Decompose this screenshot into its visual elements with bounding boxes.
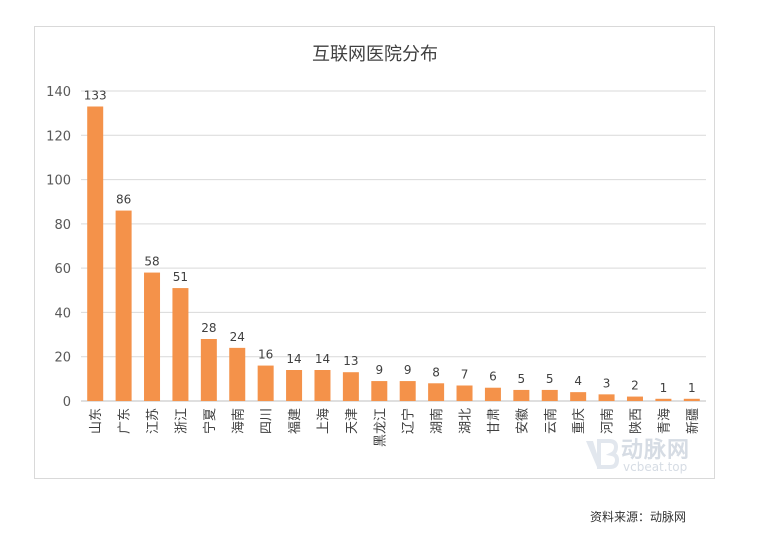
bar <box>655 398 672 401</box>
bar <box>144 272 161 401</box>
bar <box>172 288 189 401</box>
data-label: 8 <box>432 365 440 379</box>
data-label: 16 <box>258 348 273 362</box>
bar <box>626 396 643 401</box>
category-label: 甘肃 <box>487 408 502 434</box>
category-label: 广东 <box>118 408 133 434</box>
data-label: 5 <box>518 372 526 386</box>
bar <box>342 372 359 401</box>
y-tick-label: 0 <box>63 395 71 410</box>
data-label: 4 <box>574 374 582 388</box>
category-label: 湖南 <box>429 408 445 434</box>
category-label: 云南 <box>543 408 559 434</box>
category-label: 浙江 <box>174 408 189 434</box>
data-label: 14 <box>286 352 301 366</box>
data-label: 13 <box>343 354 358 368</box>
category-label: 陕西 <box>629 408 644 434</box>
bar <box>456 385 473 401</box>
bar <box>484 387 501 401</box>
data-label: 6 <box>489 370 497 384</box>
data-label: 7 <box>461 368 469 382</box>
category-label: 新疆 <box>685 408 701 434</box>
category-label: 福建 <box>288 408 303 434</box>
category-label: 安徽 <box>515 408 530 434</box>
data-label: 2 <box>631 379 639 393</box>
bar <box>286 370 303 401</box>
data-label: 9 <box>375 363 383 377</box>
data-label: 133 <box>84 89 107 103</box>
data-label: 1 <box>688 381 696 395</box>
category-label: 河南 <box>600 408 616 434</box>
bar <box>257 365 274 401</box>
category-label: 上海 <box>316 408 331 434</box>
category-label: 青海 <box>657 408 672 434</box>
chart-title: 互联网医院分布 <box>312 44 438 65</box>
chart-frame <box>34 26 715 479</box>
bar <box>200 339 217 401</box>
y-tick-label: 140 <box>46 85 71 100</box>
bar <box>399 381 416 401</box>
data-label: 24 <box>230 330 245 344</box>
bar <box>87 106 104 401</box>
y-tick-label: 20 <box>54 351 71 366</box>
category-label: 湖北 <box>459 408 474 434</box>
category-label: 宁夏 <box>202 408 218 434</box>
data-label: 28 <box>201 321 216 335</box>
y-tick-label: 80 <box>54 218 71 233</box>
y-tick-label: 60 <box>54 262 71 277</box>
data-label: 58 <box>144 255 159 269</box>
watermark-name: 动脉网 <box>621 438 691 463</box>
data-label: 1 <box>660 381 668 395</box>
y-tick-label: 100 <box>46 174 71 189</box>
category-label: 辽宁 <box>401 408 417 434</box>
y-tick-label: 40 <box>54 306 71 321</box>
category-label: 重庆 <box>571 408 587 434</box>
category-label: 海南 <box>230 408 246 434</box>
category-label: 山东 <box>89 408 104 434</box>
bar <box>428 383 445 401</box>
bar <box>541 389 558 401</box>
bar <box>314 370 331 401</box>
vb-logo-icon <box>586 439 619 469</box>
bar <box>371 381 388 401</box>
data-label: 14 <box>315 352 330 366</box>
category-label: 江苏 <box>145 408 161 434</box>
watermark-url: vcbeat.top <box>623 460 688 474</box>
data-label: 9 <box>404 363 412 377</box>
category-label: 四川 <box>260 408 275 434</box>
data-label: 3 <box>603 376 611 390</box>
data-label: 5 <box>546 372 554 386</box>
bar <box>570 392 587 401</box>
data-label: 86 <box>116 193 131 207</box>
bar <box>683 398 700 401</box>
bar <box>513 389 530 401</box>
category-label: 黑龙江 <box>373 408 388 447</box>
source-note: 资料来源：动脉网 <box>590 510 687 524</box>
y-tick-label: 120 <box>46 129 71 144</box>
data-label: 51 <box>173 270 188 284</box>
bar <box>598 394 615 401</box>
bar <box>229 347 246 401</box>
bar <box>115 210 132 401</box>
category-label: 天津 <box>345 408 360 434</box>
